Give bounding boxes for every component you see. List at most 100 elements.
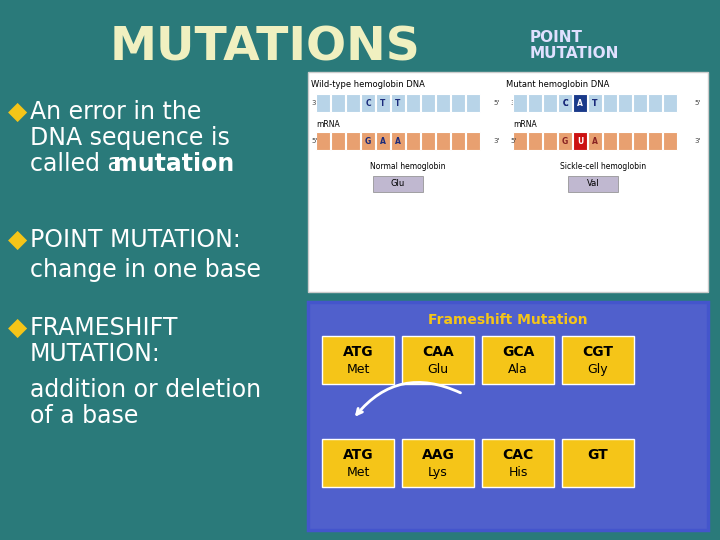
Bar bbox=[482, 439, 554, 487]
Text: Sickle-cell hemoglobin: Sickle-cell hemoglobin bbox=[560, 162, 646, 171]
Bar bbox=[648, 94, 662, 112]
Bar bbox=[482, 336, 554, 384]
Bar bbox=[618, 132, 632, 150]
Bar bbox=[346, 132, 360, 150]
Bar bbox=[316, 94, 330, 112]
Text: T: T bbox=[395, 98, 401, 107]
Text: 5': 5' bbox=[494, 100, 500, 106]
Text: MUTATION:: MUTATION: bbox=[30, 342, 161, 366]
Bar bbox=[513, 94, 527, 112]
Text: Wild-type hemoglobin DNA: Wild-type hemoglobin DNA bbox=[311, 80, 425, 89]
Bar bbox=[402, 439, 474, 487]
Text: Met: Met bbox=[346, 466, 369, 479]
Bar bbox=[436, 132, 450, 150]
Bar bbox=[528, 94, 542, 112]
Text: ◆: ◆ bbox=[8, 228, 27, 252]
Text: addition or deletion: addition or deletion bbox=[30, 378, 261, 402]
Text: Gly: Gly bbox=[588, 363, 608, 376]
Bar bbox=[402, 336, 474, 384]
Text: change in one base: change in one base bbox=[30, 258, 261, 282]
Bar bbox=[322, 336, 394, 384]
Text: A: A bbox=[380, 137, 386, 145]
Text: Glu: Glu bbox=[391, 179, 405, 188]
Bar bbox=[562, 336, 634, 384]
Text: 3': 3' bbox=[695, 138, 701, 144]
Text: G: G bbox=[365, 137, 371, 145]
Text: ATG: ATG bbox=[343, 345, 373, 359]
Text: Ala: Ala bbox=[508, 363, 528, 376]
Text: 3': 3' bbox=[510, 100, 516, 106]
Text: 5': 5' bbox=[695, 100, 701, 106]
Text: ATG: ATG bbox=[343, 448, 373, 462]
Bar bbox=[406, 132, 420, 150]
Bar bbox=[558, 132, 572, 150]
Text: CAC: CAC bbox=[503, 448, 534, 462]
Bar bbox=[573, 94, 587, 112]
Text: MUTATIONS: MUTATIONS bbox=[109, 25, 420, 71]
Bar bbox=[308, 72, 708, 292]
Bar bbox=[603, 132, 617, 150]
Text: T: T bbox=[593, 98, 598, 107]
Bar bbox=[373, 176, 423, 192]
Bar bbox=[451, 94, 465, 112]
Text: C: C bbox=[365, 98, 371, 107]
Text: 5': 5' bbox=[311, 138, 318, 144]
Text: DNA sequence is: DNA sequence is bbox=[30, 126, 230, 150]
Text: mRNA: mRNA bbox=[316, 120, 340, 129]
Bar bbox=[322, 439, 394, 487]
Text: Val: Val bbox=[587, 179, 599, 188]
Bar bbox=[543, 132, 557, 150]
Bar bbox=[528, 132, 542, 150]
Text: ◆: ◆ bbox=[8, 316, 27, 340]
Bar bbox=[331, 132, 345, 150]
Bar bbox=[346, 94, 360, 112]
Text: Lys: Lys bbox=[428, 466, 448, 479]
Bar bbox=[528, 94, 542, 112]
Bar bbox=[603, 94, 617, 112]
Bar bbox=[562, 439, 634, 487]
Bar bbox=[663, 94, 677, 112]
Bar bbox=[588, 94, 602, 112]
Bar bbox=[361, 94, 375, 112]
Bar bbox=[331, 94, 345, 112]
Bar bbox=[568, 176, 618, 192]
Bar bbox=[648, 94, 662, 112]
Text: His: His bbox=[508, 466, 528, 479]
Bar bbox=[588, 94, 602, 112]
Bar bbox=[316, 132, 330, 150]
Bar bbox=[573, 94, 587, 112]
Text: A: A bbox=[592, 137, 598, 145]
Bar bbox=[618, 94, 632, 112]
Bar bbox=[663, 132, 677, 150]
Bar bbox=[308, 302, 708, 530]
Bar bbox=[466, 94, 480, 112]
Text: 5': 5' bbox=[510, 138, 516, 144]
Text: T: T bbox=[380, 98, 386, 107]
Bar bbox=[513, 132, 527, 150]
Text: U: U bbox=[577, 137, 583, 145]
Text: CGT: CGT bbox=[582, 345, 613, 359]
Text: 3': 3' bbox=[311, 100, 318, 106]
Text: 3': 3' bbox=[494, 138, 500, 144]
Bar bbox=[633, 94, 647, 112]
Text: C: C bbox=[562, 98, 568, 107]
Bar bbox=[648, 132, 662, 150]
Text: POINT: POINT bbox=[530, 30, 583, 45]
Text: ◆: ◆ bbox=[8, 100, 27, 124]
Text: C: C bbox=[562, 98, 568, 107]
Bar bbox=[618, 94, 632, 112]
Text: A: A bbox=[577, 98, 583, 107]
Bar bbox=[421, 94, 435, 112]
Text: mutation: mutation bbox=[113, 152, 234, 176]
Text: MUTATION: MUTATION bbox=[530, 46, 619, 62]
Bar bbox=[558, 94, 572, 112]
Bar bbox=[421, 132, 435, 150]
Bar bbox=[603, 94, 617, 112]
Bar bbox=[466, 132, 480, 150]
Bar bbox=[588, 132, 602, 150]
Text: Mutant hemoglobin DNA: Mutant hemoglobin DNA bbox=[506, 80, 610, 89]
Bar bbox=[436, 94, 450, 112]
Text: GCA: GCA bbox=[502, 345, 534, 359]
Bar bbox=[361, 132, 375, 150]
Text: Glu: Glu bbox=[428, 363, 449, 376]
